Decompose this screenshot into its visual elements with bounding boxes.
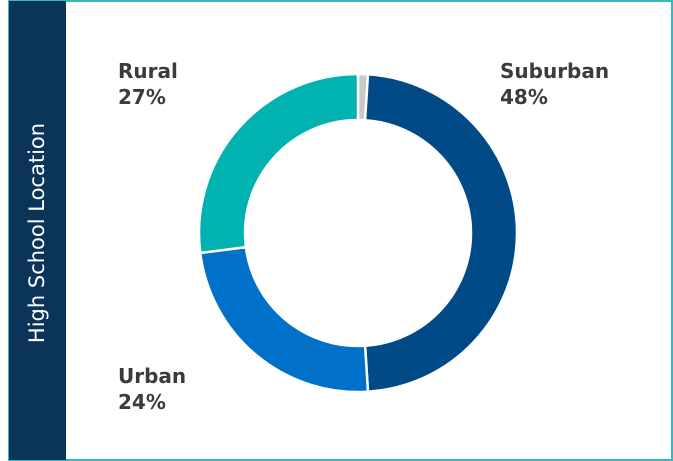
donut-segment: [363, 72, 519, 394]
donut-segment: [197, 72, 360, 255]
value-label: 27%: [118, 85, 166, 109]
value-label: 48%: [500, 85, 548, 109]
category-label: Suburban: [500, 59, 609, 83]
category-label: Rural: [118, 59, 178, 83]
category-label: Urban: [118, 364, 186, 388]
chart-title: High School Location: [25, 123, 49, 343]
side-band: [9, 1, 66, 460]
value-label: 24%: [118, 390, 166, 414]
